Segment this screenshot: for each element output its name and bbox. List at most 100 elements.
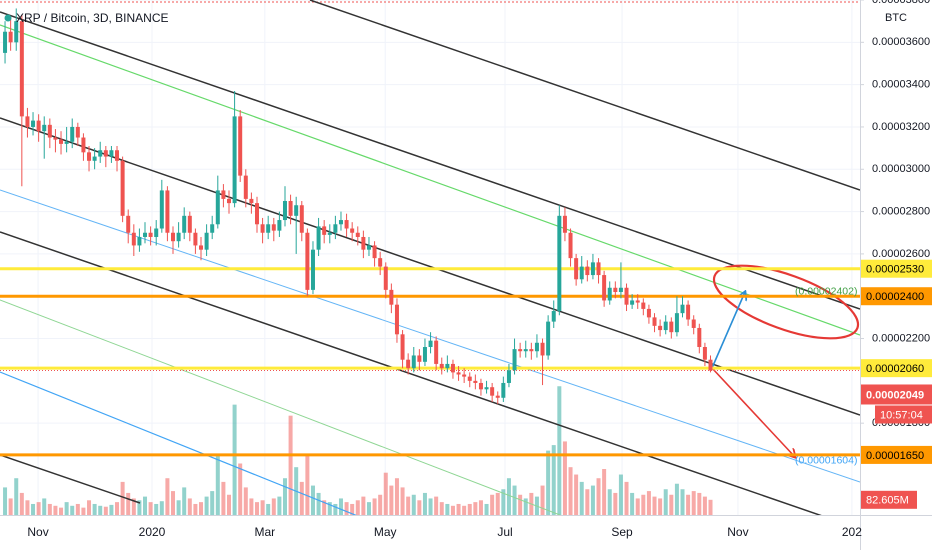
candle-body: [652, 317, 657, 326]
volume-bar: [691, 491, 696, 515]
volume-bar: [372, 498, 377, 515]
candle-body: [422, 347, 427, 362]
volume-bar: [350, 503, 355, 515]
level-label-box: [861, 445, 932, 464]
candle-body: [473, 380, 478, 383]
volume-bar: [299, 481, 304, 515]
level-label-box: [861, 287, 932, 306]
volume-bar: [148, 502, 153, 515]
volume-bar: [81, 507, 86, 515]
volume-bar: [501, 489, 506, 515]
candle-body: [478, 382, 483, 390]
candle-body: [663, 321, 668, 331]
volume-bar: [199, 502, 204, 515]
candle-body: [450, 363, 455, 373]
candle-body: [383, 266, 388, 290]
candle-body: [702, 347, 707, 360]
volume-bar: [551, 445, 556, 515]
candles: [3, 8, 713, 405]
volume-bar: [389, 485, 394, 515]
volume-bar: [64, 502, 69, 515]
candle-body: [288, 201, 293, 216]
countdown-box: [875, 405, 932, 424]
volume-bar: [338, 498, 343, 515]
mid-line: [0, 24, 860, 336]
volume-bar: [674, 483, 679, 515]
candle-body: [327, 232, 332, 235]
highlight-ellipse: [712, 264, 860, 340]
y-tick-label: 0.00003000: [872, 163, 930, 175]
candle-body: [8, 31, 13, 43]
y-tick-label: 0.00003800: [872, 0, 930, 6]
candle-body: [310, 249, 315, 290]
channel-line: [0, 117, 860, 416]
candle-body: [338, 220, 343, 225]
candle-body: [378, 258, 383, 267]
candle-body: [355, 232, 360, 237]
volume-bar: [540, 485, 545, 515]
regression-line: [0, 189, 860, 483]
level-label-box: [861, 359, 932, 378]
candle-body: [518, 349, 523, 352]
volume-bar: [484, 503, 489, 515]
up-arrow: [711, 292, 745, 369]
volume-bar: [635, 498, 640, 515]
candle-body: [36, 120, 41, 132]
candle-body: [350, 228, 355, 233]
candle-body: [210, 224, 215, 233]
candle-body: [299, 205, 304, 233]
candle-body: [389, 289, 394, 305]
candle-body: [75, 126, 80, 138]
candle-body: [557, 215, 562, 312]
candle-body: [445, 363, 450, 369]
candle-body: [266, 224, 271, 233]
candle-body: [506, 370, 511, 383]
candle-body: [618, 287, 623, 292]
volume-bar: [400, 487, 405, 515]
volume-bar: [607, 489, 612, 515]
candle-body: [613, 287, 618, 292]
candle-body: [31, 120, 36, 127]
volume-bar: [249, 498, 254, 515]
volume-bar: [602, 469, 607, 515]
candle-body: [115, 150, 120, 161]
volume-bar: [383, 472, 388, 515]
last-price-label: 0.00002049: [866, 389, 924, 401]
volume-bar: [70, 505, 75, 515]
chart-title: XRP / Bitcoin, 3D, BINANCE: [16, 11, 169, 25]
volume-bar: [271, 498, 276, 515]
candle-body: [361, 236, 366, 250]
volume-bar: [221, 481, 226, 515]
candle-body: [501, 382, 506, 398]
candle-body: [540, 342, 545, 356]
volume-bar: [523, 498, 528, 515]
volume-bar: [243, 487, 248, 515]
grid: [0, 0, 860, 515]
candle-body: [512, 349, 517, 371]
candle-body: [98, 150, 103, 157]
volume-bar: [126, 492, 131, 515]
volume-bar: [445, 503, 450, 515]
x-tick-label: 202: [842, 525, 862, 539]
x-tick-label: Nov: [27, 525, 48, 539]
volume-bar: [702, 496, 707, 515]
candle-body: [641, 302, 646, 309]
volume-bar: [176, 500, 181, 515]
candle-body: [70, 126, 75, 142]
candle-body: [669, 321, 674, 333]
volume-bar: [165, 478, 170, 515]
volume-bar: [14, 478, 19, 515]
volume-bar: [434, 496, 439, 515]
volume-bar: [708, 499, 713, 515]
channel-line: [0, 231, 822, 515]
level-label: 0.00002060: [866, 363, 924, 375]
volume-bar: [266, 503, 271, 515]
candle-body: [411, 355, 416, 369]
candle-body: [199, 245, 204, 250]
candle-body: [193, 232, 198, 246]
countdown-label: 10:57:04: [880, 409, 923, 421]
volume-bar: [115, 502, 120, 515]
volume-bar: [193, 503, 198, 515]
channel-line: [309, 0, 860, 191]
